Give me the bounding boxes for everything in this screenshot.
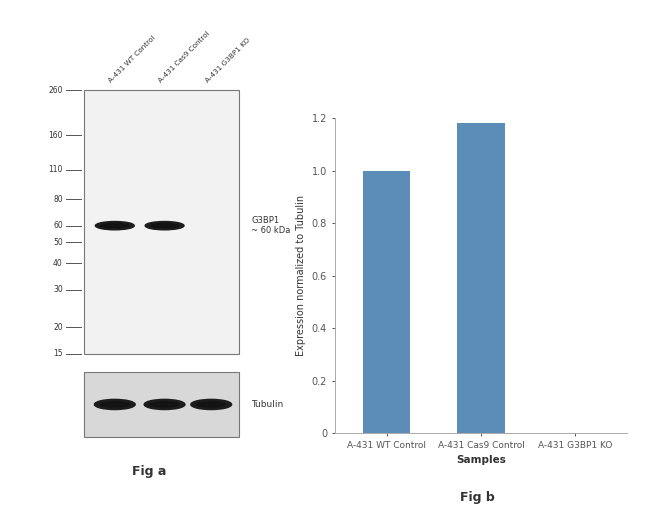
Text: 20: 20 [53,322,63,332]
Bar [363,171,410,433]
Text: Fig b: Fig b [460,491,495,504]
Text: A-431 G3BP1 KO: A-431 G3BP1 KO [204,37,251,83]
Ellipse shape [151,224,178,228]
Y-axis label: Expression normalized to Tubulin: Expression normalized to Tubulin [296,195,306,356]
Text: 260: 260 [48,86,63,95]
Ellipse shape [191,400,231,410]
Text: 60: 60 [53,221,63,230]
Text: 15: 15 [53,349,63,358]
Text: G3BP1
~ 60 kDa: G3BP1 ~ 60 kDa [251,216,291,235]
Text: 40: 40 [53,259,63,268]
Text: A-431 Cas9 Control: A-431 Cas9 Control [157,30,211,83]
Ellipse shape [197,402,226,407]
Ellipse shape [96,222,135,230]
Bar [84,90,239,354]
Text: 110: 110 [48,165,63,174]
Text: 50: 50 [53,238,63,247]
Text: Tubulin: Tubulin [251,400,283,409]
Text: Fig a: Fig a [133,465,166,478]
Ellipse shape [144,400,185,410]
Ellipse shape [94,400,135,410]
Bar [458,123,504,433]
Text: A-431 WT Control: A-431 WT Control [108,34,157,83]
Text: 80: 80 [53,195,63,204]
Ellipse shape [101,224,129,228]
Ellipse shape [145,222,184,230]
X-axis label: Samples: Samples [456,455,506,465]
Ellipse shape [101,402,129,407]
Text: 30: 30 [53,285,63,294]
Ellipse shape [150,402,179,407]
Text: 160: 160 [48,131,63,140]
Bar [84,372,239,437]
